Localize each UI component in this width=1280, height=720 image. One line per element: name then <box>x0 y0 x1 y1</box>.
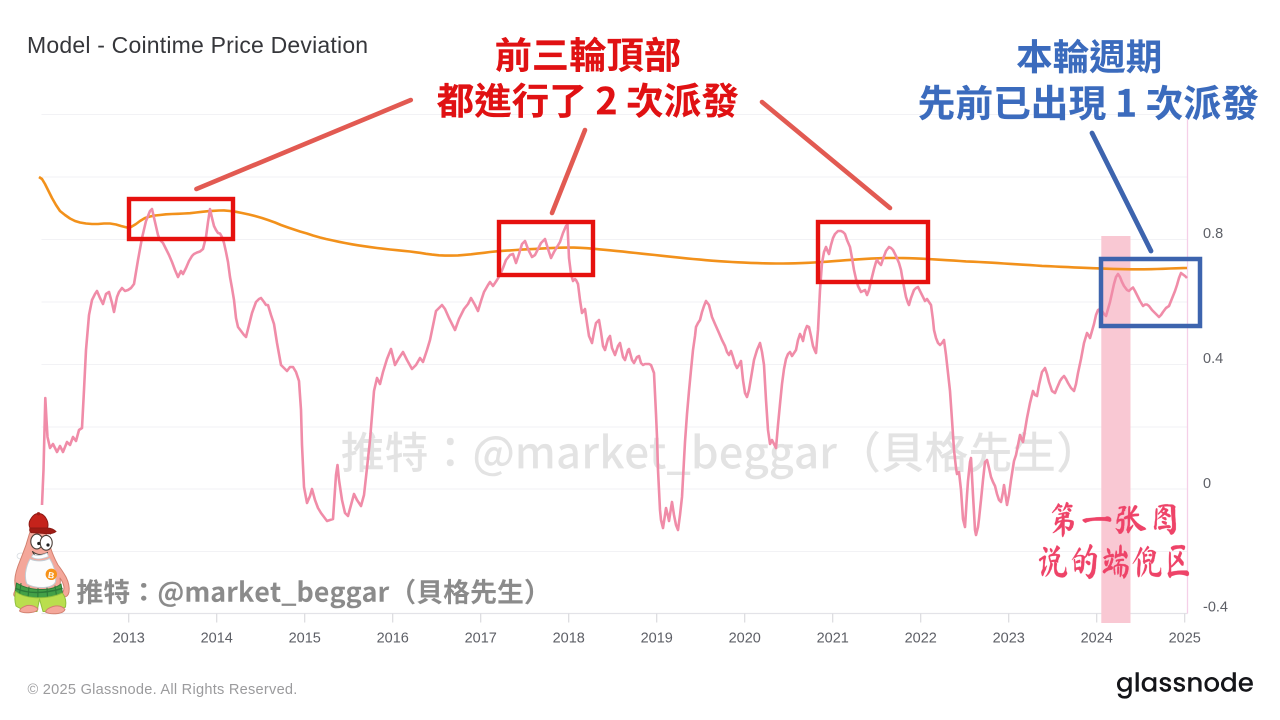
svg-text:2020: 2020 <box>729 631 761 647</box>
svg-text:2023: 2023 <box>993 631 1025 647</box>
svg-text:B: B <box>47 570 55 581</box>
svg-text:2025: 2025 <box>1169 631 1201 647</box>
svg-text:2016: 2016 <box>377 631 409 647</box>
svg-text:2014: 2014 <box>201 631 233 647</box>
svg-text:0: 0 <box>1203 476 1211 492</box>
svg-text:2021: 2021 <box>817 631 849 647</box>
svg-text:2013: 2013 <box>113 631 145 647</box>
svg-text:2015: 2015 <box>289 631 321 647</box>
svg-text:2024: 2024 <box>1081 631 1113 647</box>
svg-text:-0.4: -0.4 <box>1203 600 1228 616</box>
svg-text:2017: 2017 <box>465 631 497 647</box>
svg-text:0.4: 0.4 <box>1203 351 1223 367</box>
svg-text:© 2025 Glassnode. All Rights R: © 2025 Glassnode. All Rights Reserved. <box>28 682 298 698</box>
svg-text:2018: 2018 <box>553 631 585 647</box>
svg-text:2022: 2022 <box>905 631 937 647</box>
svg-text:2019: 2019 <box>641 631 673 647</box>
svg-text:0.8: 0.8 <box>1203 226 1223 242</box>
svg-text:Model - Cointime Price Deviati: Model - Cointime Price Deviation <box>27 32 368 58</box>
